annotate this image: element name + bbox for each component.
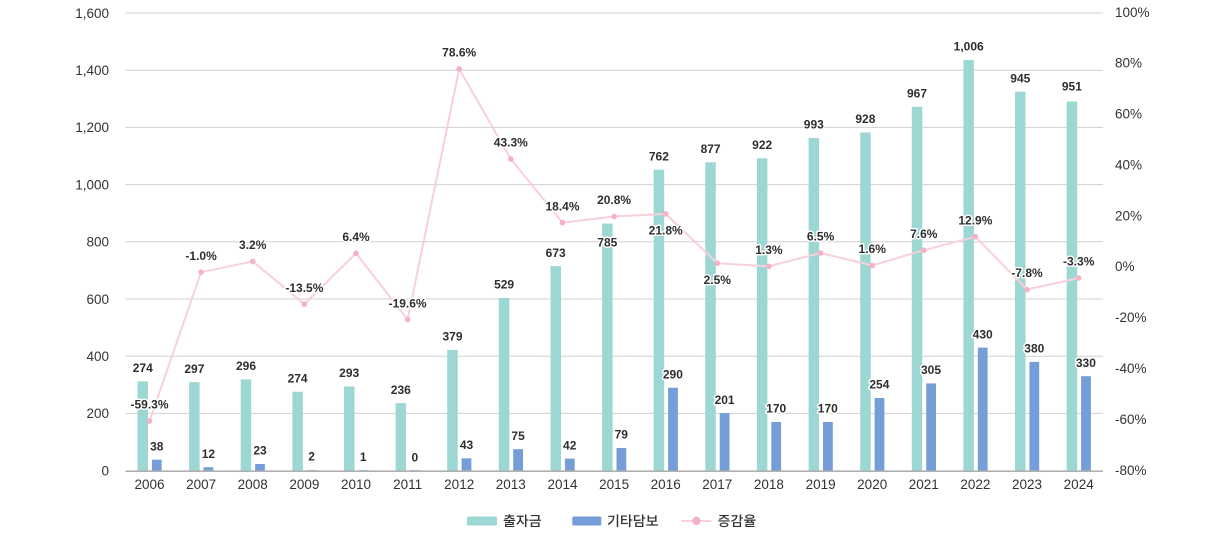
svg-text:60%: 60%	[1115, 107, 1142, 122]
svg-text:928: 928	[855, 112, 875, 126]
svg-text:2016: 2016	[651, 477, 681, 492]
svg-text:21.8%: 21.8%	[649, 224, 683, 238]
svg-text:0: 0	[101, 463, 109, 478]
svg-text:-1.0%: -1.0%	[185, 249, 217, 263]
svg-text:200: 200	[86, 406, 109, 421]
svg-text:-13.5%: -13.5%	[285, 281, 323, 295]
svg-text:529: 529	[494, 278, 514, 292]
svg-text:1,000: 1,000	[75, 177, 109, 192]
svg-text:75: 75	[511, 429, 525, 443]
svg-text:42: 42	[563, 438, 577, 452]
svg-text:2007: 2007	[186, 477, 216, 492]
svg-text:23: 23	[253, 444, 267, 458]
svg-text:293: 293	[339, 366, 359, 380]
svg-text:274: 274	[288, 371, 308, 385]
svg-text:2017: 2017	[702, 477, 732, 492]
svg-text:2008: 2008	[238, 477, 268, 492]
svg-text:43.3%: 43.3%	[494, 136, 528, 150]
svg-text:201: 201	[715, 393, 735, 407]
svg-text:2: 2	[308, 450, 315, 464]
svg-text:2.5%: 2.5%	[704, 273, 732, 287]
svg-text:-3.3%: -3.3%	[1063, 255, 1095, 269]
svg-text:2006: 2006	[134, 477, 164, 492]
svg-text:20%: 20%	[1115, 208, 1142, 223]
svg-text:2009: 2009	[289, 477, 319, 492]
svg-text:2021: 2021	[909, 477, 939, 492]
svg-text:1.3%: 1.3%	[755, 243, 783, 257]
svg-text:2024: 2024	[1064, 477, 1095, 492]
svg-text:951: 951	[1062, 80, 1082, 94]
svg-text:430: 430	[973, 327, 993, 341]
svg-text:3.2%: 3.2%	[239, 238, 267, 252]
svg-text:254: 254	[869, 378, 889, 392]
svg-text:305: 305	[921, 363, 941, 377]
svg-text:785: 785	[597, 235, 617, 249]
svg-text:2015: 2015	[599, 477, 629, 492]
svg-text:-80%: -80%	[1115, 463, 1147, 478]
svg-text:2020: 2020	[857, 477, 887, 492]
svg-text:236: 236	[391, 383, 411, 397]
svg-text:6.4%: 6.4%	[342, 230, 370, 244]
svg-text:2018: 2018	[754, 477, 784, 492]
svg-text:7.6%: 7.6%	[910, 227, 938, 241]
svg-text:1.6%: 1.6%	[859, 242, 887, 256]
svg-text:800: 800	[86, 235, 109, 250]
svg-text:2012: 2012	[444, 477, 474, 492]
svg-text:2023: 2023	[1012, 477, 1042, 492]
svg-text:762: 762	[649, 149, 669, 163]
svg-text:1,006: 1,006	[954, 40, 984, 54]
svg-text:20.8%: 20.8%	[597, 193, 631, 207]
svg-text:38: 38	[150, 439, 164, 453]
svg-text:100%: 100%	[1115, 5, 1150, 20]
svg-text:43: 43	[460, 438, 474, 452]
svg-text:2010: 2010	[341, 477, 371, 492]
svg-text:170: 170	[818, 402, 838, 416]
svg-text:2013: 2013	[496, 477, 526, 492]
svg-text:79: 79	[615, 428, 629, 442]
svg-text:0%: 0%	[1115, 259, 1135, 274]
svg-text:170: 170	[766, 402, 786, 416]
svg-text:-19.6%: -19.6%	[389, 296, 427, 310]
svg-text:993: 993	[804, 118, 824, 132]
svg-text:2014: 2014	[547, 477, 578, 492]
svg-text:380: 380	[1024, 342, 1044, 356]
svg-text:0: 0	[411, 450, 418, 464]
svg-text:877: 877	[701, 142, 721, 156]
svg-text:297: 297	[184, 362, 204, 376]
svg-text:12: 12	[202, 447, 216, 461]
svg-text:922: 922	[752, 138, 772, 152]
svg-text:-7.8%: -7.8%	[1011, 266, 1043, 280]
svg-text:-40%: -40%	[1115, 361, 1147, 376]
svg-text:1,200: 1,200	[75, 120, 109, 135]
svg-text:400: 400	[86, 349, 109, 364]
svg-text:2019: 2019	[806, 477, 836, 492]
svg-text:1,600: 1,600	[75, 6, 109, 21]
svg-text:2022: 2022	[960, 477, 990, 492]
svg-text:290: 290	[663, 367, 683, 381]
svg-text:18.4%: 18.4%	[545, 199, 579, 213]
svg-text:673: 673	[546, 246, 566, 260]
svg-text:12.9%: 12.9%	[958, 213, 992, 227]
svg-text:-59.3%: -59.3%	[130, 398, 168, 412]
svg-text:1: 1	[360, 450, 367, 464]
svg-text:945: 945	[1010, 71, 1030, 85]
svg-text:1,400: 1,400	[75, 63, 109, 78]
svg-text:80%: 80%	[1115, 56, 1142, 71]
svg-text:78.6%: 78.6%	[442, 46, 476, 60]
svg-text:379: 379	[442, 330, 462, 344]
svg-text:296: 296	[236, 359, 256, 373]
svg-text:330: 330	[1076, 356, 1096, 370]
svg-text:967: 967	[907, 87, 927, 101]
svg-text:6.5%: 6.5%	[807, 230, 835, 244]
svg-text:2011: 2011	[393, 477, 422, 492]
svg-text:274: 274	[133, 361, 153, 375]
svg-text:-20%: -20%	[1115, 310, 1147, 325]
svg-text:40%: 40%	[1115, 158, 1142, 173]
svg-text:600: 600	[86, 292, 109, 307]
svg-text:-60%: -60%	[1115, 412, 1147, 427]
